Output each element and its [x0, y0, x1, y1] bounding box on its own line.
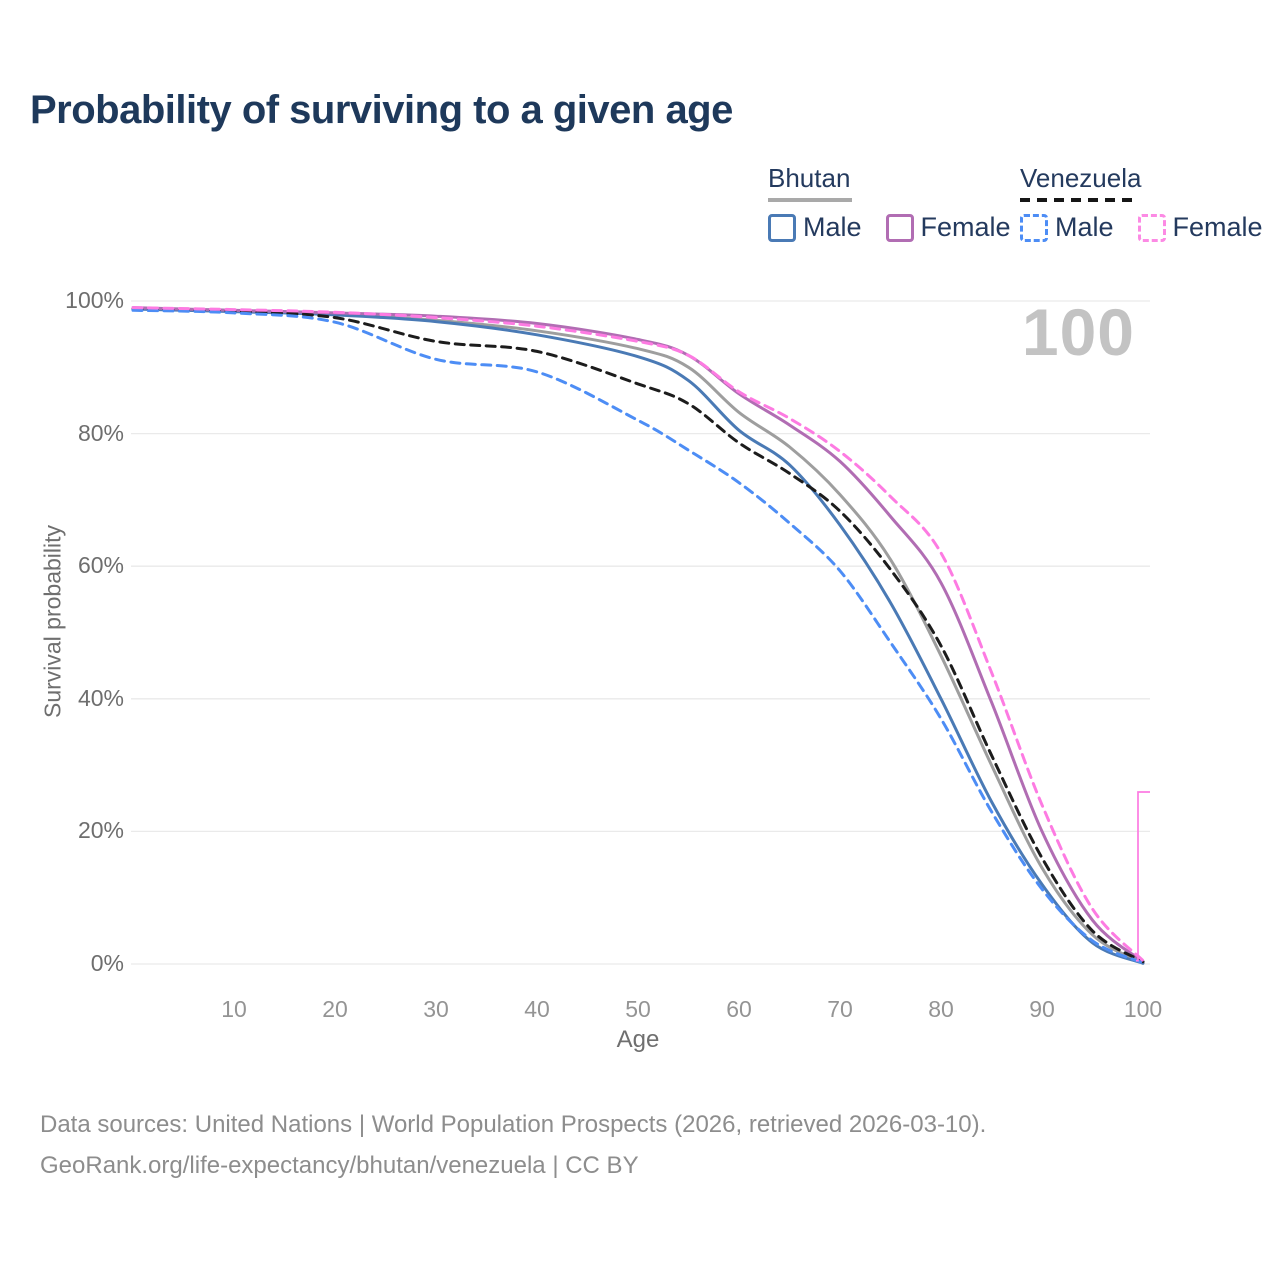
x-tick-90: 90 — [1029, 996, 1055, 1022]
legend-item-venezuela-male[interactable]: Male — [1020, 212, 1114, 243]
venezuela-male-swatch — [1020, 213, 1048, 242]
y-tick-20%: 20% — [77, 817, 124, 844]
line-bhutan_both — [131, 306, 1145, 965]
x-tick-80: 80 — [928, 996, 954, 1022]
legend-item-label: Male — [803, 212, 862, 242]
hovered-age-watermark: 100 — [1021, 295, 1135, 369]
x-tick-20: 20 — [322, 996, 348, 1022]
legend-item-label: Female — [920, 212, 1011, 242]
y-tick-100%: 100% — [65, 287, 124, 313]
line-venezuela_female — [131, 306, 1145, 963]
footer: Data sources: United Nations | World Pop… — [40, 1104, 986, 1186]
legend-item-label: Female — [1172, 212, 1263, 242]
legend-item-label: Male — [1055, 212, 1114, 242]
y-tick-0%: 0% — [90, 950, 124, 976]
line-bhutan_female — [131, 306, 1145, 964]
legend-group-venezuela: Venezuela Male Female — [1020, 163, 1263, 243]
footer-attribution: GeoRank.org/life-expectancy/bhutan/venez… — [40, 1152, 639, 1179]
line-venezuela_both — [131, 307, 1145, 964]
legend-item-venezuela-female[interactable]: Female — [1137, 212, 1263, 243]
legend-item-bhutan-female[interactable]: Female — [885, 212, 1011, 243]
y-tick-60%: 60% — [77, 552, 124, 579]
y-tick-40%: 40% — [77, 684, 124, 711]
venezuela-female-swatch — [1137, 213, 1166, 242]
bhutan-line-style-sample — [768, 198, 852, 202]
line-bhutan_male — [131, 307, 1145, 965]
venezuela-line-style-sample — [1020, 198, 1139, 202]
bhutan-male-swatch — [768, 213, 796, 242]
leader-line-venezuela_female — [1136, 791, 1150, 962]
x-axis-title: Age — [616, 1026, 660, 1053]
legend-group-venezuela-label: Venezuela — [1020, 163, 1142, 193]
bhutan-female-swatch — [885, 213, 914, 242]
legend-group-bhutan: Bhutan Male Female — [768, 163, 1011, 243]
page-title: Probability of surviving to a given age — [30, 88, 733, 132]
legend-group-bhutan-label: Bhutan — [768, 163, 851, 193]
x-tick-100: 100 — [1123, 996, 1163, 1022]
x-tick-40: 40 — [524, 996, 550, 1022]
y-axis-title: Survival probability — [39, 524, 66, 719]
x-tick-30: 30 — [423, 996, 449, 1022]
x-tick-70: 70 — [827, 996, 853, 1022]
y-tick-80%: 80% — [77, 419, 124, 446]
x-tick-50: 50 — [625, 996, 651, 1022]
x-tick-60: 60 — [726, 996, 752, 1022]
x-tick-10: 10 — [221, 996, 247, 1022]
footer-data-sources: Data sources: United Nations | World Pop… — [40, 1111, 987, 1138]
line-venezuela_male — [131, 308, 1145, 965]
legend-item-bhutan-male[interactable]: Male — [768, 212, 862, 243]
